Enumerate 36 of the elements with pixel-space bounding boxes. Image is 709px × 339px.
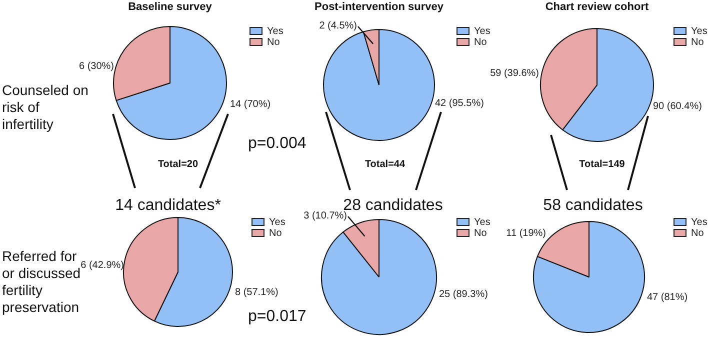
data-label: 42 (95.5%): [435, 98, 484, 109]
text: Total=44: [364, 159, 406, 170]
legend-label: Yes: [269, 216, 286, 228]
text: Total=149: [579, 159, 625, 170]
data-label: 6 (30%): [78, 60, 114, 72]
legend-label: Yes: [691, 26, 708, 37]
chart-title: Chart review cohort: [545, 1, 649, 13]
data-label: 11 (19%): [506, 228, 546, 239]
text: p=0.004: [248, 135, 306, 153]
chart-title: Baseline survey: [128, 1, 212, 13]
legend-label: No: [474, 228, 488, 239]
legend-label: Yes: [474, 26, 490, 37]
data-label: 8 (57.1%): [235, 286, 278, 298]
legend-label: No: [267, 36, 280, 48]
data-label: 90 (60.4%): [653, 100, 702, 112]
legend-label: Yes: [691, 216, 708, 228]
data-label: 2 (4.5%): [319, 20, 357, 32]
legend-label: No: [269, 228, 282, 239]
legend-label: No: [691, 36, 704, 48]
text: Total=20: [158, 159, 198, 170]
text: Referred for or discussed fertility preservation: [2, 248, 81, 315]
text: Counseled on risk of infertility: [2, 82, 90, 133]
text: p=0.017: [248, 308, 306, 326]
legend-label: Yes: [267, 26, 284, 37]
chart-title: Post-intervention survey: [314, 1, 444, 13]
data-label: 25 (89.3%): [439, 288, 488, 300]
legend-label: Yes: [474, 216, 490, 228]
data-label: 59 (39.6%): [490, 68, 539, 79]
chart-title: 58 candidates: [543, 197, 643, 215]
legend-label: No: [691, 228, 704, 239]
chart-title: 14 candidates*: [115, 197, 221, 215]
data-label: 3 (10.7%): [304, 210, 347, 222]
data-label: 47 (81%): [647, 292, 688, 303]
legend-label: No: [474, 36, 488, 48]
data-label: 6 (42.9%): [80, 260, 124, 271]
data-label: 14 (70%): [230, 98, 271, 110]
